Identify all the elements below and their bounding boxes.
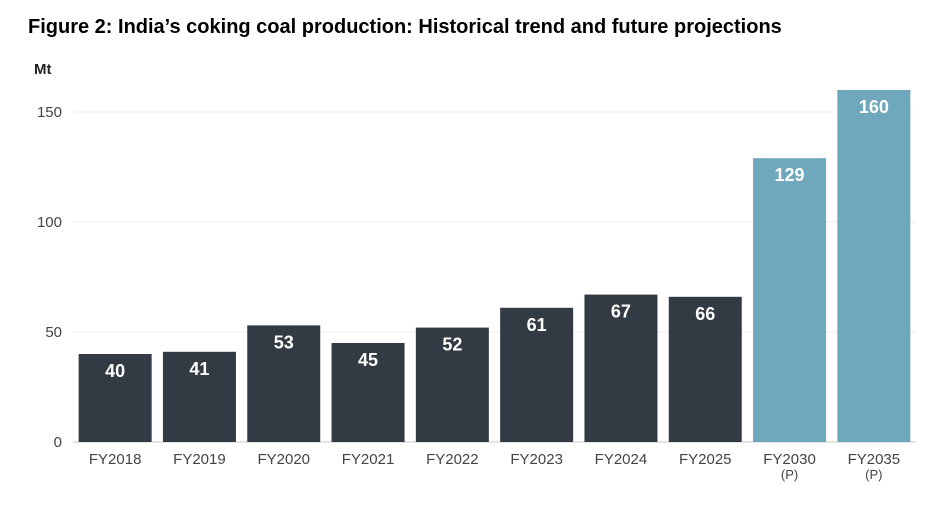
y-tick-label: 150 xyxy=(37,104,62,121)
data-label: 40 xyxy=(105,361,125,381)
x-tick-label: FY2035 (P) xyxy=(848,451,901,482)
y-tick-label: 0 xyxy=(54,434,62,451)
y-tick-label: 50 xyxy=(45,324,62,341)
data-label: 160 xyxy=(859,97,889,117)
bar xyxy=(500,307,574,442)
bar xyxy=(415,327,489,442)
data-label: 61 xyxy=(527,315,547,335)
data-label: 41 xyxy=(189,359,209,379)
bar xyxy=(584,294,658,442)
data-label: 53 xyxy=(274,332,294,352)
bar xyxy=(668,296,742,442)
data-label: 129 xyxy=(775,165,805,185)
x-tick-label: FY2022 xyxy=(426,451,479,468)
data-label: 67 xyxy=(611,302,631,322)
bar xyxy=(247,325,321,442)
data-label: 66 xyxy=(695,304,715,324)
chart-title: Figure 2: India’s coking coal production… xyxy=(28,16,782,38)
x-tick-label: FY2024 xyxy=(595,451,648,468)
y-axis-unit-label: Mt xyxy=(34,61,52,78)
x-tick-label: FY2030 (P) xyxy=(763,451,816,482)
x-tick-label: FY2019 xyxy=(173,451,226,468)
bar xyxy=(331,343,405,442)
data-label: 45 xyxy=(358,350,378,370)
y-tick-label: 100 xyxy=(37,214,62,231)
x-tick-label: FY2018 xyxy=(89,451,142,468)
x-tick-label: FY2021 xyxy=(342,451,395,468)
bar xyxy=(162,351,236,442)
data-label: 52 xyxy=(442,335,462,355)
x-tick-label: FY2023 xyxy=(510,451,563,468)
x-tick-label: FY2025 xyxy=(679,451,732,468)
bar xyxy=(753,158,827,442)
x-tick-label: FY2020 xyxy=(257,451,310,468)
bar xyxy=(78,354,152,442)
bar xyxy=(837,90,911,442)
